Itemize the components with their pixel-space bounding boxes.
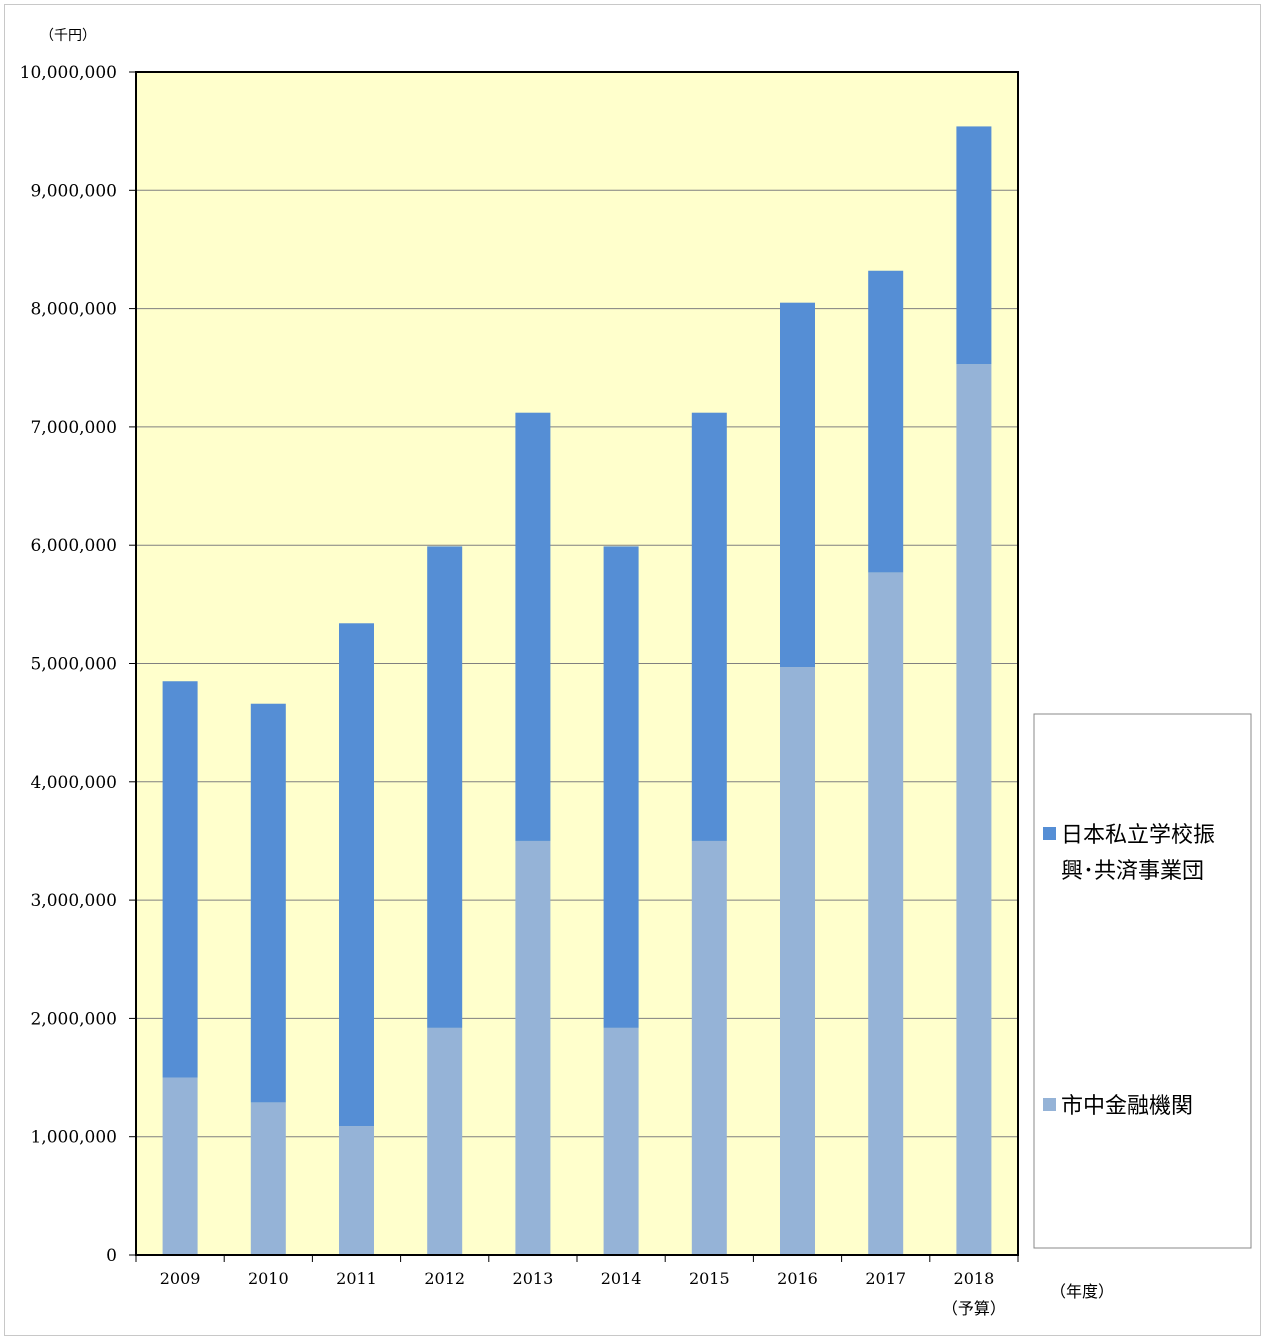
legend-label: 市中金融機関: [1061, 1094, 1193, 1119]
bar-segment-foundation: [515, 412, 551, 841]
y-tick-label: 5,000,000: [30, 655, 117, 675]
chart-frame: [4, 4, 1261, 1336]
y-tick-label: 10,000,000: [20, 63, 117, 83]
x-tick-label: 2009: [160, 1269, 201, 1288]
bar-segment-foundation: [250, 703, 286, 1103]
bar-segment-bank: [427, 1027, 463, 1255]
y-tick-label: 8,000,000: [30, 300, 117, 320]
bar-segment-foundation: [780, 302, 815, 668]
y-axis-unit-label: （千円）: [40, 28, 96, 44]
y-tick-label: 4,000,000: [30, 773, 117, 793]
bar-segment-foundation: [427, 546, 463, 1028]
legend-label: 日本私立学校振: [1061, 823, 1215, 848]
y-tick-label: 2,000,000: [30, 1009, 117, 1029]
bar-segment-foundation: [162, 681, 198, 1078]
bar-segment-bank: [868, 572, 904, 1255]
x-tick-label: 2013: [513, 1269, 554, 1288]
legend-label: 興･共済事業団: [1061, 859, 1204, 884]
y-tick-label: 7,000,000: [30, 418, 117, 438]
bar-segment-bank: [250, 1102, 286, 1255]
bar-segment-foundation: [339, 623, 374, 1127]
x-tick-sublabel: （予算）: [942, 1299, 1006, 1318]
y-tick-label: 1,000,000: [30, 1128, 117, 1148]
bar-segment-bank: [780, 667, 815, 1255]
y-tick-label: 9,000,000: [30, 181, 117, 201]
bar-segment-bank: [691, 840, 727, 1255]
x-tick-label: 2015: [689, 1269, 730, 1288]
bar-segment-foundation: [603, 546, 639, 1028]
bar-segment-bank: [515, 840, 551, 1255]
x-tick-label: 2012: [424, 1269, 465, 1288]
bar-segment-foundation: [956, 126, 992, 365]
bar-segment-foundation: [868, 270, 904, 573]
x-tick-label: 2017: [865, 1269, 906, 1288]
bar-segment-bank: [603, 1027, 639, 1255]
bar-segment-bank: [956, 364, 992, 1255]
x-tick-label: 2011: [336, 1269, 377, 1288]
y-tick-label: 0: [106, 1246, 117, 1266]
legend-box: [1033, 713, 1252, 1249]
bar-segment-foundation: [691, 412, 727, 841]
bar-segment-bank: [339, 1126, 374, 1255]
y-tick-label: 3,000,000: [30, 891, 117, 911]
bar-segment-bank: [162, 1077, 198, 1255]
x-tick-label: 2014: [601, 1269, 642, 1288]
x-axis-unit-label: （年度）: [1050, 1282, 1114, 1301]
x-tick-label: 2018: [954, 1269, 995, 1288]
x-tick-label: 2016: [777, 1269, 818, 1288]
legend-swatch: [1043, 827, 1056, 840]
x-tick-label: 2010: [248, 1269, 289, 1288]
legend-swatch: [1043, 1098, 1056, 1111]
y-tick-label: 6,000,000: [30, 536, 117, 556]
